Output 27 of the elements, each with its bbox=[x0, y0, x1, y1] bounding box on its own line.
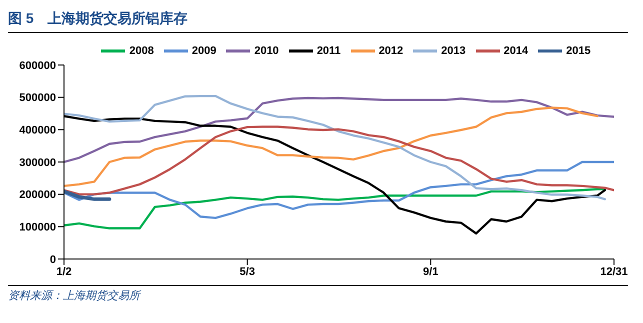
line-series bbox=[64, 160, 614, 220]
legend-label: 2011 bbox=[316, 44, 341, 57]
y-tick-label: 200000 bbox=[19, 189, 56, 202]
y-tick-label: 400000 bbox=[19, 124, 56, 137]
y-tick-label: 0 bbox=[50, 254, 56, 266]
legend-label: 2010 bbox=[254, 44, 279, 57]
line-series bbox=[64, 96, 614, 164]
text: 资料来源：上海期货交易所 bbox=[8, 290, 140, 302]
legend-label: 2009 bbox=[192, 44, 216, 57]
x-tick-label: 5/3 bbox=[240, 266, 255, 278]
line-series bbox=[64, 94, 606, 200]
x-tick-label: 12/31 bbox=[600, 266, 628, 278]
y-tick-label: 300000 bbox=[19, 156, 56, 169]
legend-label: 2012 bbox=[378, 44, 404, 57]
legend-label: 2008 bbox=[129, 44, 154, 57]
x-tick-label: 1/2 bbox=[56, 266, 72, 278]
x-tick-label: 9/1 bbox=[423, 266, 438, 278]
legend-label: 2015 bbox=[566, 44, 591, 57]
line-series bbox=[64, 188, 606, 230]
y-tick-label: 500000 bbox=[19, 92, 56, 104]
y-tick-label: 600000 bbox=[19, 60, 56, 72]
chart-title: 图 5 上海期货交易所铝库存 bbox=[8, 8, 628, 33]
y-tick-label: 100000 bbox=[19, 222, 56, 234]
legend-label: 2013 bbox=[441, 44, 466, 57]
line-series bbox=[64, 106, 598, 188]
line-series bbox=[64, 126, 614, 196]
legend-label: 2014 bbox=[504, 44, 528, 57]
